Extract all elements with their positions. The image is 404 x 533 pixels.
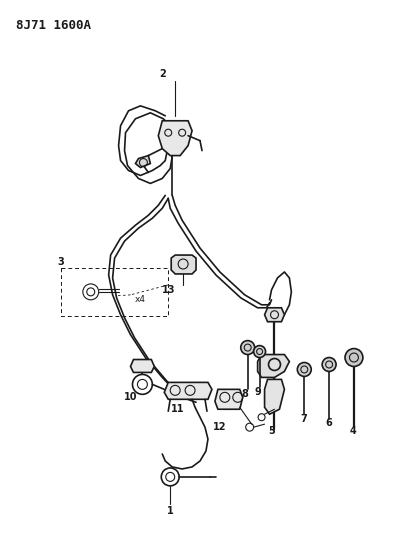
Text: 5: 5: [268, 426, 275, 436]
Text: 13: 13: [162, 285, 175, 295]
Text: 10: 10: [124, 392, 137, 402]
Text: 3: 3: [58, 257, 64, 267]
Circle shape: [322, 358, 336, 372]
Text: 4: 4: [349, 426, 356, 436]
Polygon shape: [265, 379, 284, 414]
Text: 9: 9: [254, 387, 261, 397]
Polygon shape: [130, 360, 154, 373]
Circle shape: [254, 345, 265, 358]
Circle shape: [345, 349, 363, 367]
Polygon shape: [215, 389, 243, 409]
Polygon shape: [135, 156, 150, 167]
Polygon shape: [158, 121, 192, 156]
Polygon shape: [171, 255, 196, 274]
Text: 8: 8: [241, 389, 248, 399]
Polygon shape: [164, 382, 212, 399]
Text: 1: 1: [167, 506, 174, 516]
Text: 11: 11: [171, 404, 185, 414]
Circle shape: [241, 341, 255, 354]
Text: 6: 6: [326, 418, 332, 428]
Text: x4: x4: [135, 295, 146, 304]
FancyBboxPatch shape: [61, 268, 168, 316]
Polygon shape: [258, 354, 289, 377]
Polygon shape: [265, 308, 284, 322]
Text: 2: 2: [159, 69, 166, 79]
Text: 12: 12: [213, 422, 227, 432]
Circle shape: [297, 362, 311, 376]
Text: 8J71 1600A: 8J71 1600A: [16, 19, 91, 33]
Text: 7: 7: [300, 414, 307, 424]
